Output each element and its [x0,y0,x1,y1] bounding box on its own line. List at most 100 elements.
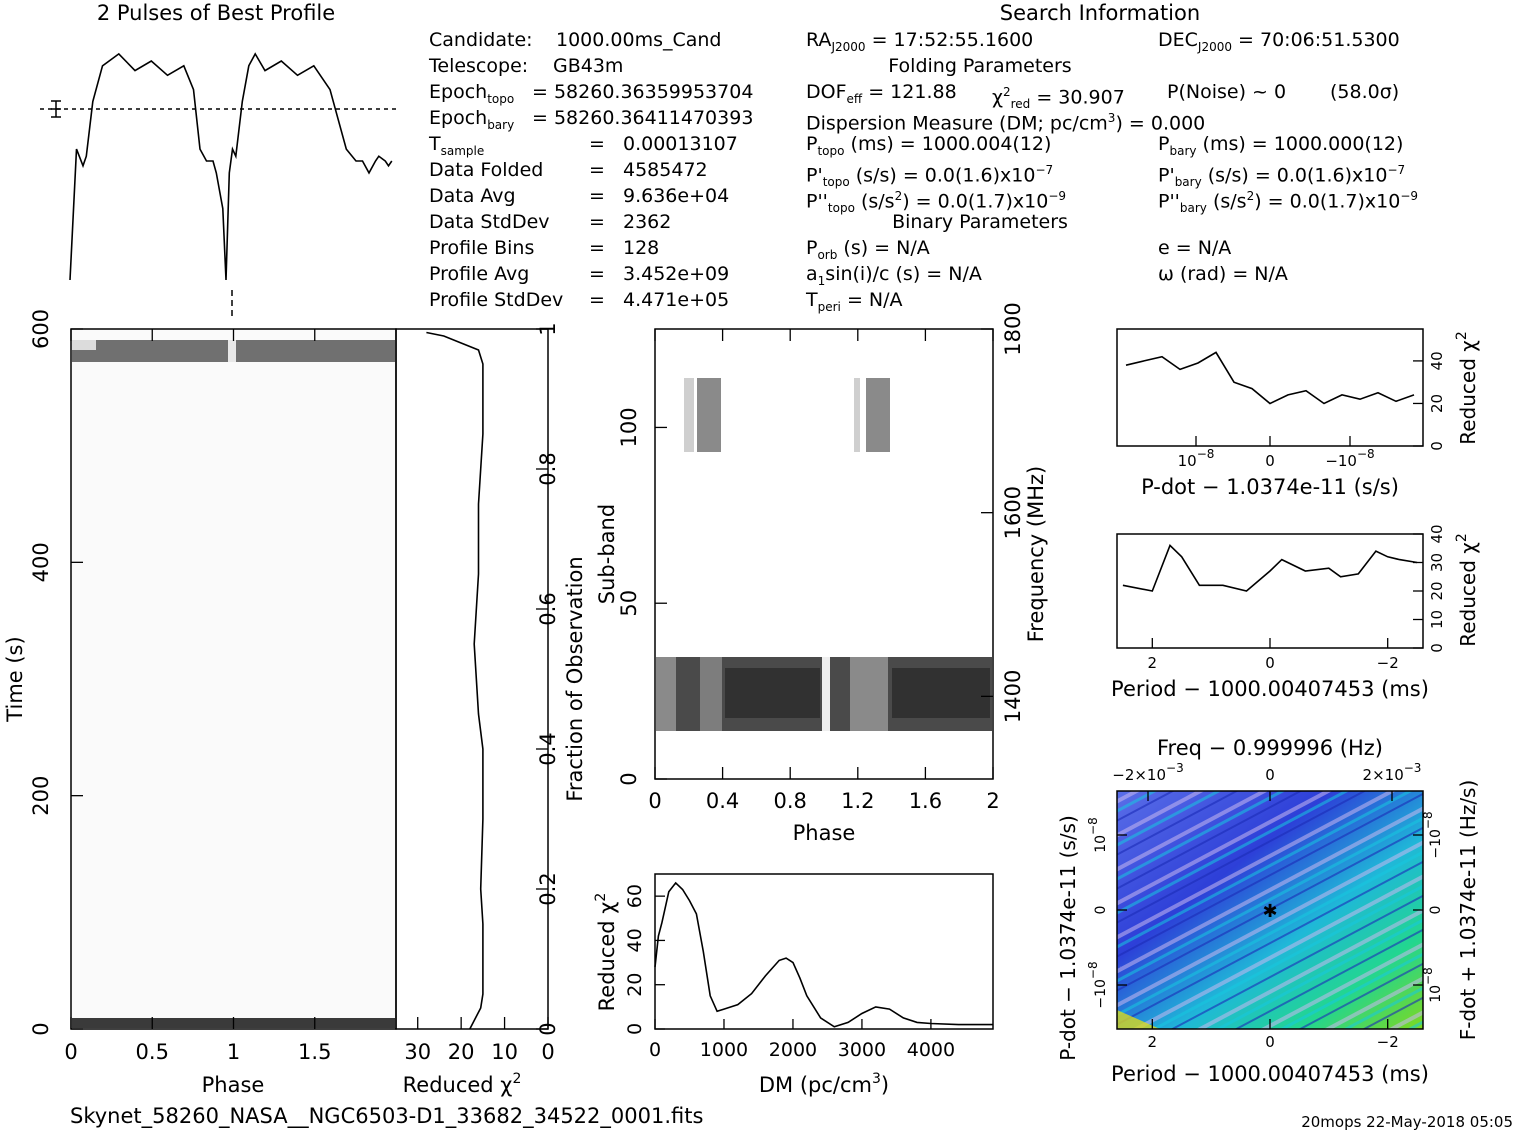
redchi-fraction-xtick-label: 0 [541,1040,554,1064]
subband-xtick-label: 0 [648,789,661,813]
time-phase-xtick-label: 1.5 [298,1040,331,1064]
time-phase-band-light [72,340,96,350]
redchi-fraction-ytick-label: 1 [536,322,560,335]
epoch-bary-label: Epochbary [429,107,515,132]
ptopo-text: Ptopo (ms) = 1000.004(12) [806,133,1052,158]
period-ytick-label: 10 [1428,610,1446,629]
ppdot-xtick-label: −2 [1377,1033,1399,1051]
subband-band-gap [822,657,830,731]
time-phase-band-gap [228,340,236,362]
pdot-xticks: 10−8 0 −10−8 [1178,436,1375,470]
ppdot-xticks-top: −2×10−3 0 2×10−3 [1112,761,1421,801]
profile-errorbar [51,100,61,118]
ppdot-yticks: 10−8 0 −10−8 [1086,817,1127,1009]
dm-ytick-label: 20 [624,973,646,997]
profile-plot: 2 Pulses of Best Profile [40,1,398,316]
period-series-line [1122,543,1418,592]
ra-text: RAJ2000 = 17:52:55.1600 [806,29,1034,54]
subband-band-light-1 [656,657,676,731]
profile-bins-eq: = [589,237,605,259]
subband-pulse-b [697,378,721,452]
footer-stamp: 20mops 22-May-2018 05:05 [1301,1113,1513,1131]
time-phase-ytick-label: 0 [29,1022,53,1035]
pdot-bary-text: P'bary (s/s) = 0.0(1.6)x10−7 [1158,163,1406,190]
ppdot-plot: Freq − 0.999996 (Hz) ✱ 2 0 −2 −2×10−3 0 2×10… [1056,736,1480,1086]
pdot-xtick-label: −10−8 [1325,447,1374,470]
ppdot-warm-band [1117,1010,1160,1029]
dm-xtick-label: 2000 [769,1039,817,1061]
pdot-xlabel: P-dot − 1.0374e-11 (s/s) [1141,475,1399,499]
data-stddev-label: Data StdDev [429,211,550,233]
binary-params-title: Binary Parameters [892,211,1068,233]
pdot-ytick-label: 20 [1428,394,1446,413]
profile-avg-label: Profile Avg [429,263,530,285]
redchi-fraction-ytick-label: 0.6 [536,592,560,625]
dm-xticks: 0 1000 2000 3000 4000 [649,1019,955,1061]
period-ytick-label: 40 [1428,524,1446,543]
redchi-fraction-xtick-label: 30 [404,1040,431,1064]
ppdot-xtick-top-label: −2×10−3 [1112,761,1183,784]
profile-title: 2 Pulses of Best Profile [97,1,335,25]
period-ytick-label: 30 [1428,553,1446,572]
subband-pulse-c [854,378,860,452]
dec-text: DECJ2000 = 70:06:51.5300 [1158,29,1400,54]
folding-params-title: Folding Parameters [888,55,1072,77]
redchi-fraction-xticks: 30 20 10 0 [404,1017,555,1064]
period-xtick-label: −2 [1377,654,1399,672]
ppdot-stripes [1117,791,1423,1029]
redchi-fraction-yticks: 0 0.2 0.4 0.6 0.8 1 [536,322,560,1036]
dm-xtick-label: 0 [649,1039,661,1061]
dm-xtick-label: 4000 [907,1039,955,1061]
pdot-yticks: 0 20 40 [1413,351,1446,451]
pdot-frame [1116,328,1424,447]
profile-bins-label: Profile Bins [429,237,535,259]
ppdot-ytick-right-label: 10−8 [1421,967,1444,1003]
search-info-title: Search Information [999,1,1201,25]
dm-xlabel: DM (pc/cm3) [759,1071,889,1097]
subband-xtick-label: 0.8 [773,789,806,813]
period-xticks: 2 0 −2 [1148,638,1399,672]
subband-plot: 0 0.4 0.8 1.2 1.6 2 0 50 100 1400 1600 1800 Phase… [595,302,1048,845]
subband-xlabel: Phase [793,821,856,845]
subband-freq-ticks: 1400 1600 1800 [981,302,1025,723]
ppdot-ytick-label: 0 [1093,906,1109,915]
ppdot-ytick-label: −10−8 [1086,961,1109,1008]
time-phase-plot: 0 0.5 1 1.5 0 200 400 600 Phase Time (s) [3,309,397,1097]
dm-ylabel: Reduced χ2 [593,893,619,1012]
telescope-label: Telescope: [429,55,529,77]
subband-band-light-2 [700,657,722,731]
ppdot-xtick-top-label: 0 [1265,766,1275,784]
dm-ytick-label: 60 [624,884,646,908]
subband-xticks: 0 0.4 0.8 1.2 1.6 2 [648,329,1000,813]
profile-avg-value: 3.452e+09 [623,263,730,285]
dm-plot: 0 1000 2000 3000 4000 0 20 40 60 DM (pc/cm3) Re… [593,873,994,1097]
porb-text: Porb (s) = N/A [806,237,930,262]
candidate-label: Candidate: [429,29,533,51]
epoch-topo-value: = 58260.36359953704 [532,81,754,103]
dof-text: DOFeff = 121.88 [806,81,957,106]
time-phase-frame [70,328,397,1030]
ppdot-yticks-right: −10−8 0 10−8 [1413,811,1444,1003]
data-folded-value: 4585472 [623,159,708,181]
dm-yticks: 0 20 40 60 [624,884,665,1035]
ppdot-title: Freq − 0.999996 (Hz) [1157,736,1383,760]
period-ytick-label: 20 [1428,581,1446,600]
subband-yticks: 0 50 100 [617,407,667,786]
redchi-fraction-line [426,331,484,1030]
pbary-text: Pbary (ms) = 1000.000(12) [1158,133,1404,158]
data-stddev-eq: = [589,211,605,233]
subband-ytick-label: 0 [617,772,641,785]
pnoise-text: P(Noise) ~ 0 [1167,81,1287,103]
sigma-text: (58.0σ) [1330,81,1400,103]
period-ylabel: Reduced χ2 [1454,533,1480,647]
dm-xtick-label: 1000 [700,1039,748,1061]
ppdot-ytick-right-label: 0 [1428,906,1444,915]
profile-stddev-value: 4.471e+05 [623,289,730,311]
redchi-fraction-xlabel: Reduced χ2 [403,1071,522,1097]
data-folded-label: Data Folded [429,159,544,181]
ppdot-xtick-top-label: 2×10−3 [1363,761,1422,784]
a1-text: a1sin(i)/c (s) = N/A [806,263,982,288]
subband-xtick-label: 1.2 [841,789,874,813]
chi2-text: χ2red = 30.907 [992,85,1125,112]
